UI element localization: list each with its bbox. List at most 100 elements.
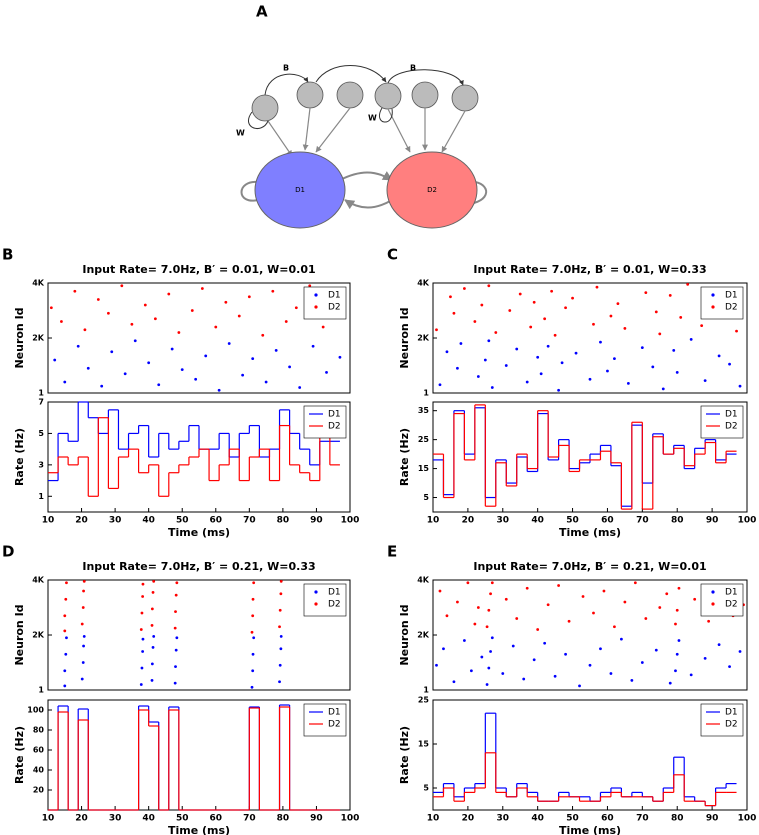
chart: Rate (Hz) Time (ms) 1 3 5 7 10 20 30 40 50 60 70 80 90…: [13, 398, 359, 540]
spike: [609, 314, 613, 318]
spike: [677, 639, 681, 642]
spike: [278, 680, 281, 684]
x-tick-label: 40: [531, 516, 544, 526]
legend-marker: [314, 305, 318, 309]
node-d1: [254, 151, 346, 229]
spike: [525, 586, 529, 590]
x-tick-label: 20: [462, 516, 475, 526]
spike: [658, 606, 662, 609]
y-tick-label: 5: [423, 493, 429, 502]
spike: [152, 634, 156, 638]
spike: [536, 628, 540, 631]
spike: [80, 677, 84, 681]
spike: [602, 589, 606, 593]
spike: [592, 322, 595, 326]
x-tick-label: 30: [497, 814, 510, 824]
spike: [150, 662, 154, 666]
legend-label: D1: [725, 291, 738, 301]
spike: [53, 358, 57, 362]
chart-title: Input Rate= 7.0Hz, B′ = 0.01, W=0.01: [82, 263, 315, 276]
spike: [539, 372, 543, 376]
legend-box: [303, 583, 347, 617]
spike: [81, 606, 85, 609]
spike: [250, 685, 254, 689]
spike: [557, 584, 560, 587]
edge-label: W: [368, 114, 377, 123]
x-tick-label: 50: [566, 516, 579, 526]
spike: [560, 361, 564, 365]
spike: [241, 373, 245, 377]
legend-label: D2: [725, 600, 738, 610]
y-axis-label: Rate (Hz): [13, 726, 26, 784]
spike: [264, 380, 268, 384]
spike: [279, 634, 283, 638]
x-tick-label: 90: [310, 516, 323, 526]
spike: [476, 606, 480, 609]
y-tick-label: 40: [33, 766, 45, 775]
spike: [76, 344, 80, 348]
x-tick-label: 30: [109, 516, 122, 526]
x-axis-label: Time (ms): [168, 526, 230, 539]
spike: [456, 366, 459, 370]
spike: [139, 628, 143, 631]
spike: [194, 377, 198, 381]
chart: C Input Rate= 7.0Hz, B′ = 0.01, W=0.33 Neu…: [387, 246, 748, 398]
x-tick-label: 60: [210, 516, 223, 526]
spike: [463, 639, 466, 642]
spike: [452, 680, 456, 684]
spike: [180, 368, 184, 372]
spike: [564, 306, 567, 310]
spike: [668, 681, 672, 685]
spike: [452, 311, 456, 315]
y-tick-label: 5: [38, 429, 44, 438]
legend-label: D2: [725, 720, 738, 730]
spike: [173, 681, 177, 685]
node-d2: [386, 151, 478, 229]
chart: B Input Rate= 7.0Hz, B′ = 0.01, W=0.01 Neu…: [2, 246, 351, 398]
spike: [445, 350, 449, 354]
legend-box: [700, 583, 744, 617]
plot-area: [47, 401, 351, 513]
spike: [522, 677, 526, 681]
spike: [190, 309, 194, 312]
spike: [489, 592, 492, 596]
spike: [284, 320, 288, 323]
spike: [578, 684, 581, 688]
x-tick-label: 80: [671, 516, 684, 526]
spike: [599, 340, 602, 344]
spike: [571, 296, 574, 300]
spike: [487, 666, 491, 670]
spike: [251, 669, 255, 673]
spike: [63, 380, 67, 384]
spike: [279, 647, 283, 651]
spike: [442, 647, 445, 651]
chart: E Input Rate= 7.0Hz, B′ = 0.21, W=0.01 Neu…: [387, 543, 748, 695]
spike: [532, 300, 536, 304]
spike: [485, 683, 489, 686]
chart: Rate (Hz) Time (ms) 5 15 25 10 20 30 40 50 60 70 80 9…: [398, 696, 756, 835]
spike: [308, 284, 312, 288]
spike: [508, 309, 512, 312]
spike: [623, 326, 627, 330]
x-tick-label: 70: [636, 814, 649, 824]
y-axis-label: Rate (Hz): [13, 428, 26, 486]
spike: [651, 365, 655, 369]
y-axis-label: Rate (Hz): [398, 428, 411, 486]
clusters: [251, 81, 479, 122]
spike: [81, 661, 85, 664]
spike: [173, 626, 177, 630]
x-tick-label: 20: [75, 814, 88, 824]
x-axis-label: Time (ms): [168, 824, 230, 835]
spike: [278, 608, 282, 612]
y-tick-label: 80: [33, 726, 45, 735]
y-tick-label: 25: [418, 435, 430, 444]
spike: [494, 331, 498, 334]
spike: [717, 354, 721, 358]
plot-area: [432, 282, 748, 394]
spike: [456, 600, 459, 604]
legend-marker: [314, 602, 318, 606]
spike: [675, 608, 679, 612]
spike: [487, 608, 491, 612]
spike: [110, 350, 114, 354]
